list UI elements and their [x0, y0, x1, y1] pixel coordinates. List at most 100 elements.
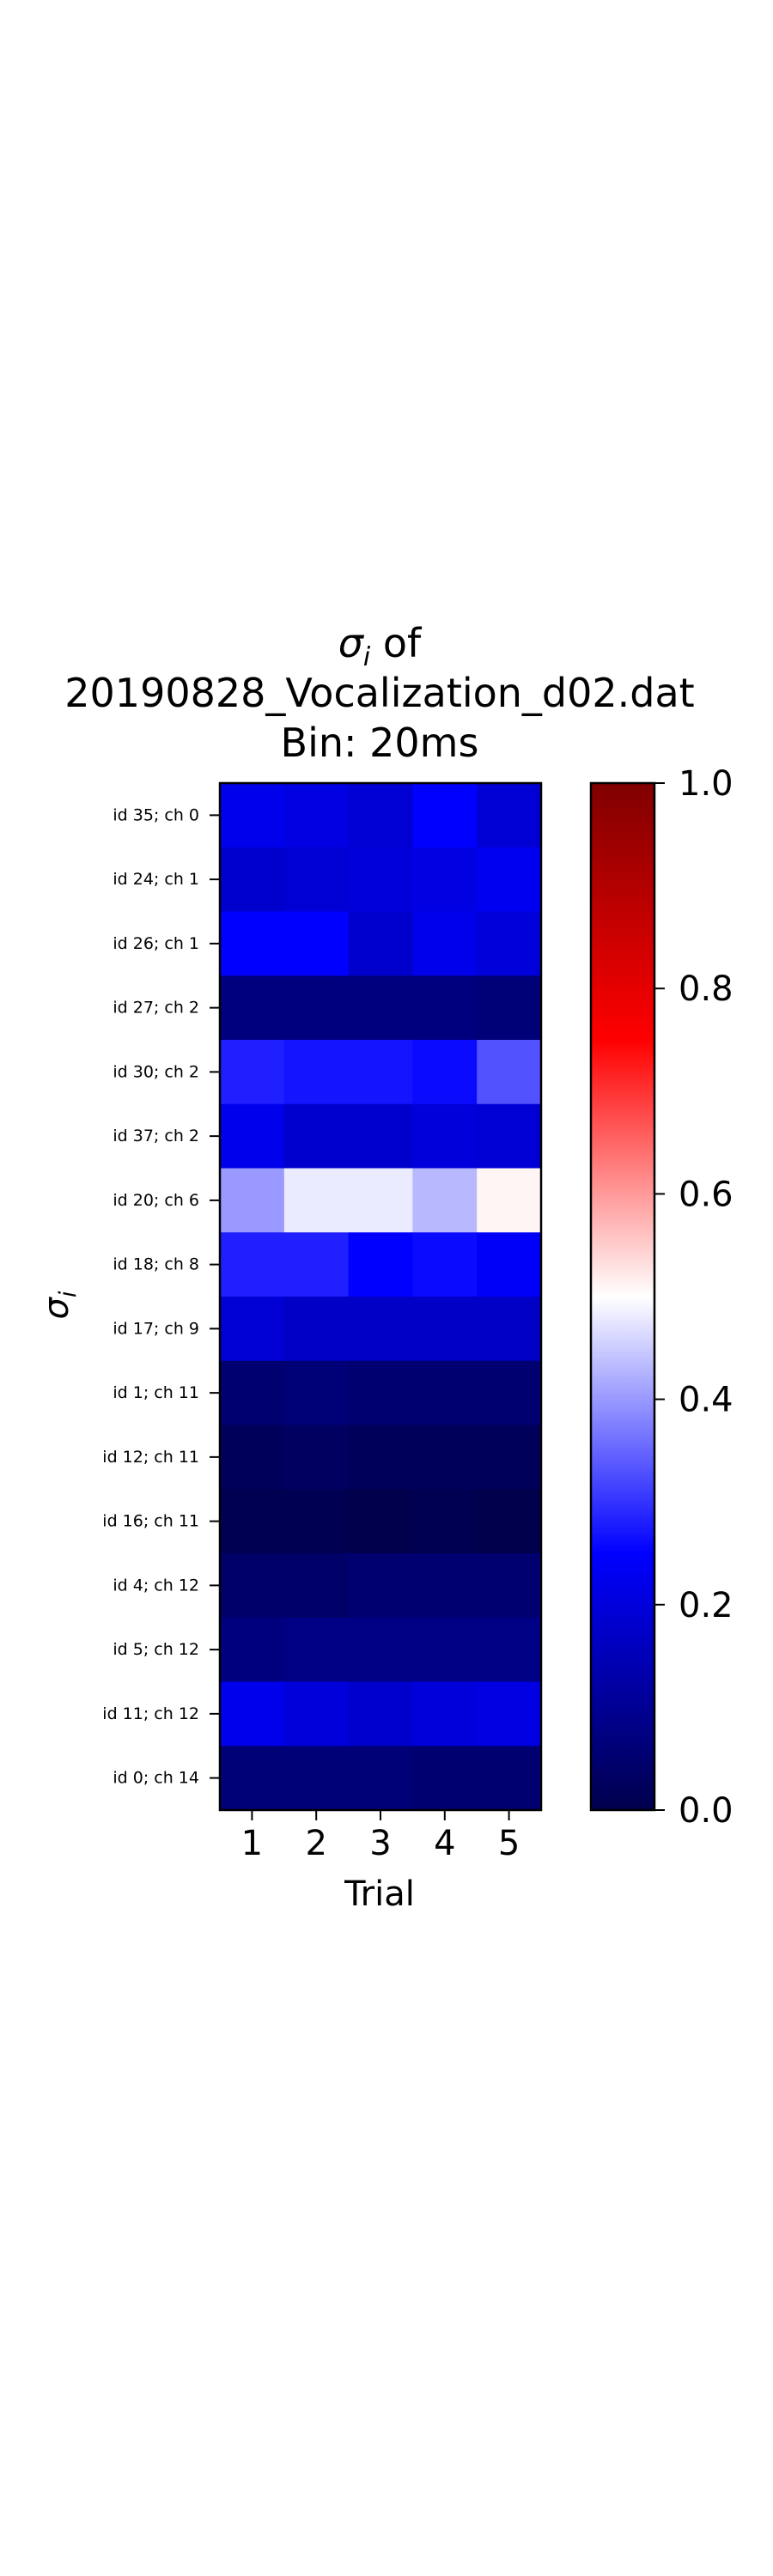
- title-sigma: σ: [338, 620, 365, 666]
- title-line-1: σi of: [338, 620, 423, 672]
- heatmap-cell: [348, 975, 413, 1041]
- heatmap-cell: [283, 1168, 350, 1233]
- y-tick-label: id 37; ch 2: [113, 1127, 199, 1145]
- heatmap-cell: [477, 975, 542, 1041]
- y-axis-label: σi: [37, 1291, 82, 1319]
- heatmap-cell: [412, 1489, 478, 1554]
- heatmap-cell: [348, 1360, 413, 1426]
- colorbar: [589, 781, 656, 1812]
- heatmap-cell: [283, 1297, 350, 1362]
- y-tick-label: id 26; ch 1: [113, 934, 199, 953]
- y-tick-label: id 30; ch 2: [113, 1062, 199, 1081]
- heatmap-cell: [412, 783, 478, 848]
- x-axis-label: Trial: [344, 1874, 415, 1914]
- y-tick-label: id 35; ch 0: [113, 805, 199, 824]
- heatmap-cell: [477, 1617, 542, 1683]
- heatmap-cell: [348, 1232, 413, 1297]
- heatmap-cell: [283, 1103, 350, 1170]
- heatmap-cells: [220, 783, 542, 1811]
- heatmap-cell: [283, 783, 350, 848]
- heatmap-cell: [220, 783, 285, 848]
- heatmap-cell: [220, 1360, 285, 1426]
- heatmap-cell: [283, 1489, 350, 1554]
- chart-title: σi of 20190828_Vocalization_d02.dat Bin:…: [64, 620, 694, 766]
- heatmap-cell: [348, 1168, 413, 1233]
- heatmap-cell: [477, 783, 542, 848]
- heatmap-cell: [283, 1040, 350, 1105]
- heatmap-cell: [348, 1553, 413, 1619]
- x-tick-label: 5: [498, 1824, 520, 1863]
- colorbar-ticks: 0.0 0.2 0.4 0.6 0.8 1.0: [654, 764, 733, 1831]
- heatmap-cell: [348, 911, 413, 976]
- heatmap-cell: [283, 975, 350, 1041]
- x-tick-label: 3: [369, 1824, 391, 1863]
- y-tick-label: id 12; ch 11: [102, 1448, 199, 1467]
- heatmap-cell: [412, 1425, 478, 1490]
- y-tick-label: id 18; ch 8: [113, 1255, 199, 1274]
- colorbar-tick-label: 0.8: [679, 969, 733, 1009]
- heatmap-cell: [283, 1360, 350, 1426]
- y-axis-label-sub: i: [55, 1291, 82, 1297]
- heatmap-cell: [412, 847, 478, 913]
- y-tick-label: id 24; ch 1: [113, 870, 199, 889]
- heatmap-cell: [412, 1168, 478, 1233]
- heatmap-cell: [348, 1425, 413, 1490]
- heatmap-cell: [283, 911, 350, 976]
- x-tick-label: 1: [241, 1824, 263, 1863]
- heatmap-cell: [412, 975, 478, 1041]
- title-line-3: Bin: 20ms: [281, 720, 479, 766]
- heatmap-cell: [283, 1425, 350, 1490]
- heatmap-cell: [283, 1746, 350, 1811]
- heatmap-cell: [412, 1040, 478, 1105]
- heatmap-cell: [220, 1297, 285, 1362]
- x-tick-label: 4: [434, 1824, 455, 1863]
- y-axis-ticks: id 35; ch 0 id 24; ch 1 id 26; ch 1 id 27; …: [102, 805, 220, 1788]
- heatmap-cell: [412, 1681, 478, 1747]
- y-tick-label: id 1; ch 11: [113, 1383, 199, 1402]
- heatmap-cell: [412, 1746, 478, 1811]
- y-tick-label: id 5; ch 12: [113, 1640, 199, 1659]
- heatmap-cell: [477, 847, 542, 913]
- heatmap-cell: [477, 1489, 542, 1554]
- heatmap-cell: [283, 1681, 350, 1747]
- heatmap-cell: [283, 1232, 350, 1297]
- y-tick-label: id 0; ch 14: [113, 1769, 199, 1788]
- heatmap-cell: [220, 1746, 285, 1811]
- heatmap-cell: [348, 1681, 413, 1747]
- heatmap-cell: [477, 1168, 542, 1233]
- heatmap-cell: [412, 1360, 478, 1426]
- heatmap-cell: [220, 1425, 285, 1490]
- heatmap-cell: [412, 1617, 478, 1683]
- heatmap-cell: [220, 1168, 285, 1233]
- x-axis-ticks: 1 2 3 4 5: [241, 1810, 520, 1863]
- heatmap-cell: [477, 1232, 542, 1297]
- heatmap-cell: [220, 1040, 285, 1105]
- heatmap-cell: [220, 1489, 285, 1554]
- heatmap-cell: [348, 783, 413, 848]
- y-tick-label: id 20; ch 6: [113, 1191, 199, 1210]
- colorbar-tick-label: 0.2: [679, 1586, 733, 1625]
- heatmap-cell: [477, 1425, 542, 1490]
- heatmap-cell: [220, 847, 285, 913]
- heatmap-cell: [283, 1617, 350, 1683]
- y-tick-label: id 11; ch 12: [102, 1704, 199, 1723]
- heatmap-cell: [477, 1746, 542, 1811]
- colorbar-tick-label: 0.6: [679, 1175, 733, 1214]
- heatmap-cell: [348, 1489, 413, 1554]
- heatmap-cell: [348, 1040, 413, 1105]
- colorbar-tick-label: 0.0: [679, 1791, 733, 1831]
- y-tick-label: id 16; ch 11: [102, 1512, 199, 1531]
- heatmap-cell: [477, 911, 542, 976]
- heatmap-cell: [348, 1617, 413, 1683]
- heatmap-cell: [412, 911, 478, 976]
- y-tick-label: id 27; ch 2: [113, 999, 199, 1018]
- heatmap-cell: [477, 1681, 542, 1747]
- heatmap-cell: [477, 1360, 542, 1426]
- title-sigma-sub: i: [363, 642, 371, 672]
- heatmap-cell: [412, 1553, 478, 1619]
- heatmap-cell: [220, 1617, 285, 1683]
- heatmap-cell: [477, 1040, 542, 1105]
- y-tick-label: id 4; ch 12: [113, 1576, 199, 1595]
- heatmap-cell: [283, 1553, 350, 1619]
